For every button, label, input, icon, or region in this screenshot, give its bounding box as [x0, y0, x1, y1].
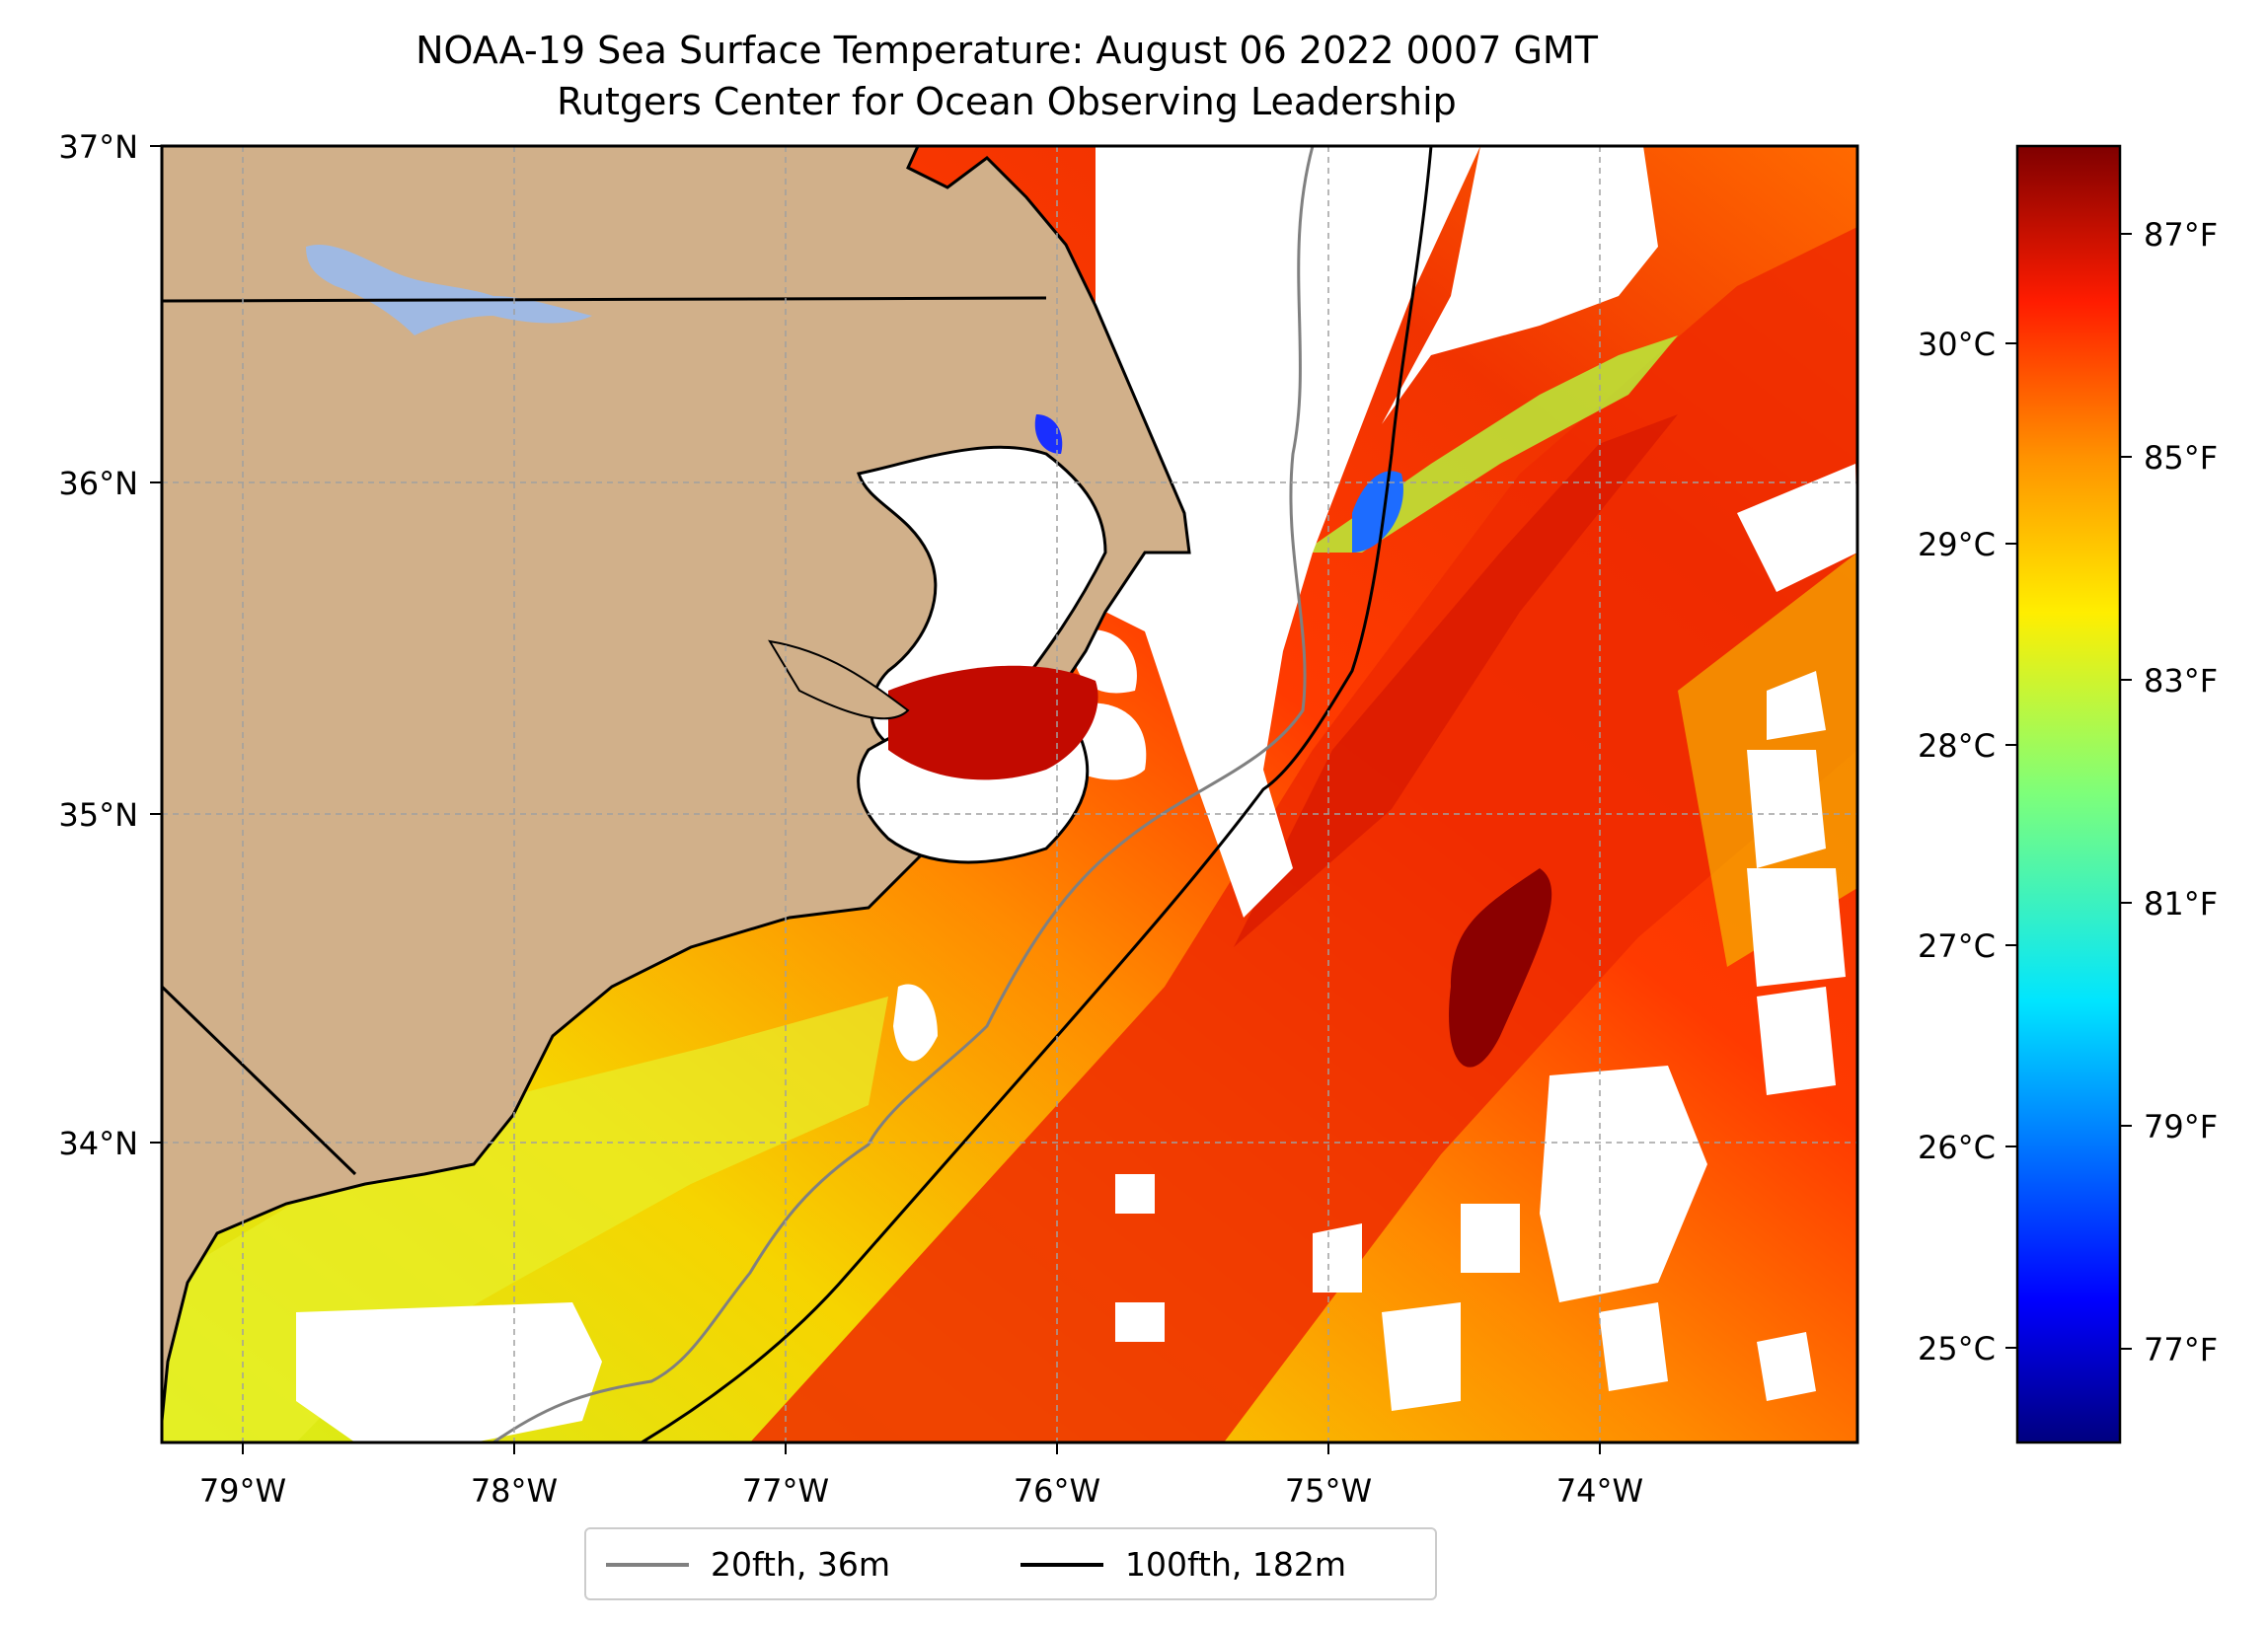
state-border-va-nc	[162, 296, 1047, 303]
colorbar-celsius-label: 29°C	[1918, 526, 1996, 563]
colorbar-fahrenheit-label: 77°F	[2144, 1331, 2218, 1368]
isobath-100fth-line	[641, 146, 1433, 1442]
colorbar-fahrenheit-label: 79°F	[2144, 1108, 2218, 1146]
colorbar-celsius-label: 27°C	[1918, 927, 1996, 965]
lat-tick-label: 35°N	[58, 796, 138, 834]
map-title: NOAA-19 Sea Surface Temperature: August …	[416, 29, 1598, 72]
lat-tick-label: 36°N	[58, 465, 138, 502]
lon-tick-label: 75°W	[1285, 1472, 1372, 1510]
legend-label: 100fth, 182m	[1125, 1545, 1346, 1584]
colorbar-ticks	[2005, 233, 2132, 1350]
lon-tick-label: 76°W	[1014, 1472, 1100, 1510]
warm-eddy	[1449, 868, 1552, 1068]
lon-tick-label: 74°W	[1556, 1472, 1643, 1510]
lon-tick-label: 77°W	[742, 1472, 829, 1510]
pamlico-sound-sst	[888, 665, 1098, 780]
sound-cold-patch	[1034, 414, 1063, 454]
lat-tick-label: 34°N	[58, 1125, 138, 1162]
colorbar-celsius-label: 25°C	[1918, 1330, 1996, 1367]
legend-swatch-black-line	[1021, 1563, 1103, 1567]
cold-patch	[1352, 471, 1403, 553]
isobath-legend: 20fth, 36m 100fth, 182m	[584, 1527, 1437, 1600]
gulf-stream-core	[1234, 414, 1678, 947]
legend-item-20fth: 20fth, 36m	[606, 1547, 890, 1583]
isobath-20fth-line	[492, 146, 1315, 1442]
colorbar-celsius-label: 26°C	[1918, 1129, 1996, 1166]
colorbar-fahrenheit-label: 85°F	[2144, 439, 2218, 477]
legend-swatch-gray-line	[606, 1563, 689, 1567]
map-subtitle: Rutgers Center for Ocean Observing Leade…	[557, 80, 1457, 123]
lon-tick-label: 79°W	[199, 1472, 286, 1510]
neuse-river-bank	[768, 639, 910, 720]
map-frame	[160, 144, 1859, 1444]
colorbar	[2015, 144, 2122, 1444]
legend-label: 20fth, 36m	[711, 1545, 890, 1584]
no-data-cloud-gaps	[296, 146, 1857, 1442]
state-border-nc-sc	[162, 985, 357, 1176]
legend-item-100fth: 100fth, 182m	[1021, 1547, 1346, 1583]
inland-lake	[306, 244, 592, 335]
colorbar-fahrenheit-label: 87°F	[2144, 216, 2218, 254]
colorbar-fahrenheit-label: 83°F	[2144, 662, 2218, 700]
colorbar-celsius-label: 30°C	[1918, 326, 1996, 363]
colorbar-celsius-label: 28°C	[1918, 727, 1996, 765]
lon-tick-label: 78°W	[471, 1472, 558, 1510]
colorbar-fahrenheit-label: 81°F	[2144, 885, 2218, 923]
lat-tick-label: 37°N	[58, 128, 138, 166]
graticule-grid	[162, 146, 1857, 1442]
axis-ticks	[150, 145, 1601, 1454]
